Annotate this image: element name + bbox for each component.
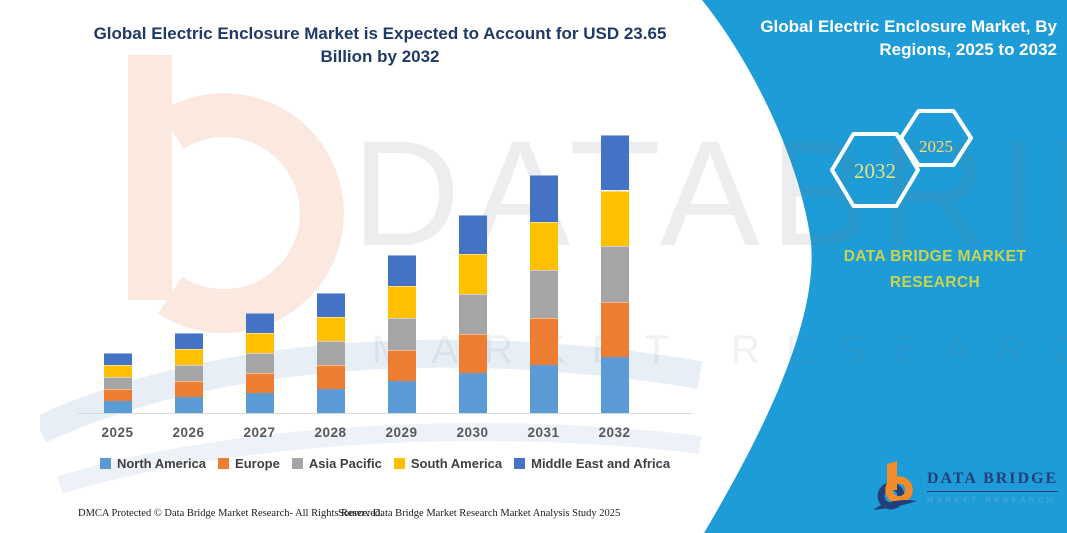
company-logo-subtitle: MARKET RESEARCH: [927, 495, 1056, 504]
side-panel-path: [702, 0, 1067, 533]
bar-segment-south-america: [316, 317, 345, 342]
legend-swatch: [393, 458, 405, 469]
bar-segment-middle-east-and-africa: [387, 254, 416, 287]
company-logo-name: DATA BRIDGE: [927, 470, 1059, 492]
bar-segment-south-america: [103, 365, 132, 377]
legend-item-europe: Europe: [218, 456, 280, 471]
legend-swatch: [218, 458, 230, 469]
bar-segment-south-america: [458, 254, 487, 295]
bar-segment-north-america: [103, 401, 132, 413]
legend-item-north-america: North America: [99, 456, 207, 471]
legend-item-middle-east-and-africa: Middle East and Africa: [514, 456, 670, 471]
x-axis-label: 2030: [456, 425, 489, 440]
bar-segment-middle-east-and-africa: [174, 333, 203, 350]
footer-source-note: Source: Data Bridge Market Research Mark…: [338, 508, 621, 519]
legend-label: Asia Pacific: [308, 456, 382, 471]
bar-segment-north-america: [600, 357, 629, 413]
legend-label: Europe: [235, 456, 280, 471]
legend-item-asia-pacific: Asia Pacific: [291, 456, 382, 471]
bar-segment-middle-east-and-africa: [245, 313, 274, 334]
chart-title-line2: Billion by 2032: [320, 47, 440, 66]
x-axis-label: 2025: [101, 425, 134, 440]
bar-segment-asia-pacific: [103, 377, 132, 389]
x-axis-label: 2031: [527, 425, 560, 440]
x-axis-label: 2029: [385, 425, 418, 440]
bar-segment-europe: [245, 373, 274, 393]
side-panel-heading-line1: Global Electric Enclosure Market, By: [760, 17, 1057, 36]
brand-wordmark-line1: DATA BRIDGE MARKET: [843, 248, 1027, 265]
bar-segment-north-america: [174, 397, 203, 413]
hexagon-2032: [830, 132, 920, 208]
bar-segment-middle-east-and-africa: [458, 214, 487, 255]
bar-segment-europe: [529, 317, 558, 366]
logo-swoosh: [873, 500, 917, 510]
bar-segment-europe: [600, 301, 629, 358]
bar-segment-north-america: [529, 365, 558, 413]
bar-segment-europe: [174, 381, 203, 397]
bar-segment-europe: [316, 365, 345, 389]
bar-segment-asia-pacific: [458, 294, 487, 334]
bar-segment-north-america: [458, 373, 487, 413]
logo-orange-bowl: [885, 476, 913, 504]
hexagon-2032-label: 2032: [854, 159, 896, 183]
footer-dmca-notice: DMCA Protected © Data Bridge Market Rese…: [78, 508, 383, 519]
bar-segment-asia-pacific: [529, 270, 558, 318]
bar-segment-north-america: [245, 393, 274, 413]
bar-segment-middle-east-and-africa: [316, 293, 345, 318]
legend-label: Middle East and Africa: [531, 456, 671, 471]
bar-segment-asia-pacific: [316, 341, 345, 365]
legend-label: North America: [116, 456, 207, 471]
bar-segment-middle-east-and-africa: [600, 134, 629, 191]
legend-item-south-america: South America: [393, 456, 503, 471]
legend-swatch: [291, 458, 303, 469]
legend-label: South America: [410, 456, 503, 471]
year-hexagons: 2032 2025: [830, 109, 973, 208]
bar-segment-south-america: [245, 333, 274, 354]
x-axis-label: 2026: [172, 425, 205, 440]
x-axis-line: [78, 413, 692, 414]
bar-segment-europe: [458, 333, 487, 374]
x-axis-label: 2028: [314, 425, 347, 440]
brand-wordmark-line2: RESEARCH: [889, 274, 981, 291]
legend-swatch: [514, 458, 526, 469]
bar-segment-north-america: [316, 389, 345, 413]
bar-segment-asia-pacific: [387, 318, 416, 350]
bar-segment-south-america: [387, 286, 416, 319]
bar-segment-asia-pacific: [600, 246, 629, 302]
legend-swatch: [99, 458, 111, 469]
chart-legend: North America Europe Asia Pacific South Ame…: [78, 456, 692, 471]
bar-segment-europe: [387, 349, 416, 382]
bar-segment-middle-east-and-africa: [103, 353, 132, 365]
company-logo: DATA BRIDGE MARKET RESEARCH: [872, 460, 1059, 514]
bar-segment-south-america: [600, 190, 629, 247]
bar-segment-asia-pacific: [245, 353, 274, 373]
hexagon-2025-label: 2025: [919, 137, 953, 156]
bar-segment-south-america: [529, 222, 558, 271]
company-logo-icon: [873, 461, 917, 510]
brand-wordmark: DATA BRIDGE MARKET RESEARCH: [815, 244, 1055, 296]
bar-segment-middle-east-and-africa: [529, 174, 558, 223]
hexagon-2025: [899, 109, 973, 167]
bar-segment-europe: [103, 389, 132, 401]
x-axis-label: 2032: [598, 425, 631, 440]
chart-title: Global Electric Enclosure Market is Expe…: [80, 22, 680, 68]
side-panel-heading: Global Electric Enclosure Market, By Reg…: [757, 15, 1057, 61]
bar-segment-south-america: [174, 349, 203, 365]
bar-segment-asia-pacific: [174, 365, 203, 381]
bar-segment-north-america: [387, 381, 416, 413]
chart-title-line1: Global Electric Enclosure Market is Expe…: [93, 24, 667, 43]
x-axis-label: 2027: [243, 425, 276, 440]
side-panel-heading-line2: Regions, 2025 to 2032: [879, 40, 1057, 59]
